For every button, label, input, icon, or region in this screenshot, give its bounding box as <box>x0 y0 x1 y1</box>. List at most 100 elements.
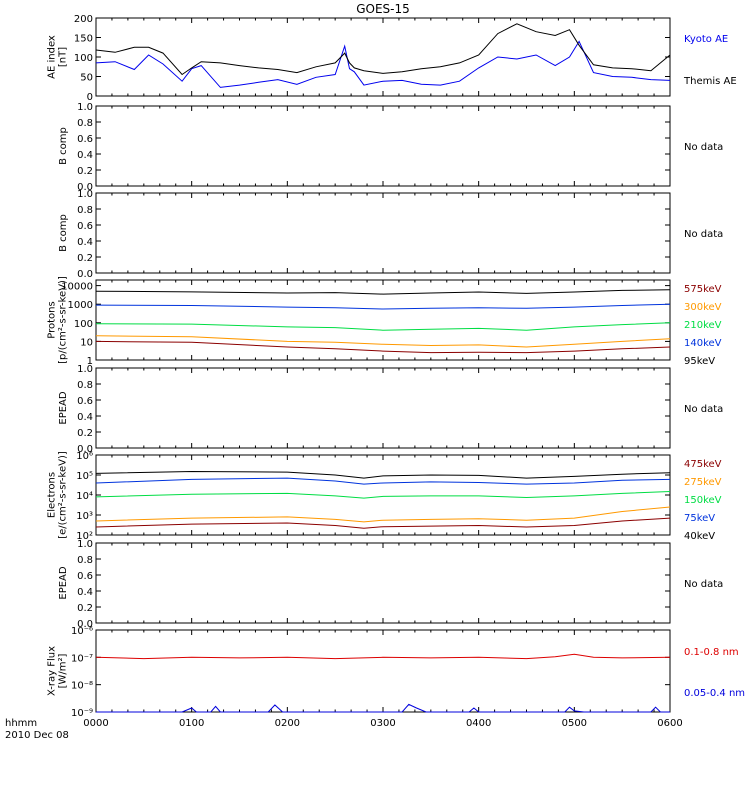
y-tick-label: 0.4 <box>77 587 93 598</box>
series-line-95kev <box>95 289 671 295</box>
y-tick-label: 10⁻⁶ <box>71 626 93 637</box>
no-data-label: No data <box>684 142 723 153</box>
panel-frame-b2 <box>95 192 671 274</box>
y-tick-label: 1.0 <box>77 102 93 113</box>
y-tick-label: 10⁶ <box>76 451 93 462</box>
y-tick-label: 0.4 <box>77 237 93 248</box>
y-tick-label: 0.8 <box>77 118 93 129</box>
series-line-210kev <box>95 322 671 331</box>
y-tick-label: 50 <box>80 73 93 84</box>
series-line-475kev <box>95 517 671 529</box>
y-tick-label: 0.6 <box>77 134 93 145</box>
y-tick-label: 0 <box>87 92 93 103</box>
panel-frame-ae <box>95 17 671 97</box>
y-tick-label: 10 <box>80 337 93 348</box>
y-axis-label: [W/m²] <box>58 653 69 688</box>
no-data-label: No data <box>684 579 723 590</box>
y-tick-label: 1.0 <box>77 539 93 550</box>
x-tick-label: 0500 <box>562 718 587 729</box>
legend-label: 0.1-0.8 nm <box>684 647 739 658</box>
y-tick-label: 0.8 <box>77 205 93 216</box>
panel-frame-epead2 <box>95 542 671 624</box>
y-tick-label: 0.6 <box>77 221 93 232</box>
y-tick-label: 1000 <box>68 300 93 311</box>
panel-frame-epead1 <box>95 367 671 449</box>
y-axis-label: Electrons <box>47 472 58 518</box>
y-tick-label: 0.8 <box>77 380 93 391</box>
y-axis-label: AE index <box>47 35 58 79</box>
legend-label: 475keV <box>684 459 722 470</box>
x-tick-label: 0600 <box>657 718 682 729</box>
y-tick-label: 10⁵ <box>76 471 93 482</box>
legend-label: 575keV <box>684 284 722 295</box>
y-tick-label: 0.4 <box>77 412 93 423</box>
y-tick-label: 10⁴ <box>76 491 93 502</box>
panel-frame-xray <box>95 629 671 713</box>
y-tick-label: 10⁻⁹ <box>71 708 93 719</box>
legend-label: 95keV <box>684 356 715 367</box>
no-data-label: No data <box>684 404 723 415</box>
y-tick-label: 0.2 <box>77 166 93 177</box>
legend-label: 210keV <box>684 320 722 331</box>
y-tick-label: 0.6 <box>77 396 93 407</box>
legend-label: Kyoto AE <box>684 34 728 45</box>
panel-frame-b1 <box>95 105 671 187</box>
y-tick-label: 0.2 <box>77 428 93 439</box>
series-line-275kev <box>95 506 671 523</box>
x-tick-label: 0100 <box>179 718 204 729</box>
chart-title: GOES-15 <box>356 2 410 16</box>
y-axis-label: B comp <box>58 127 69 165</box>
y-axis-label: EPEAD <box>58 391 69 425</box>
y-tick-label: 100 <box>74 319 93 330</box>
y-tick-label: 0.0 <box>77 182 93 193</box>
y-tick-label: 0.0 <box>77 619 93 630</box>
legend-label: 275keV <box>684 477 722 488</box>
legend-label: 0.05-0.4 nm <box>684 688 745 699</box>
x-tick-label: 0300 <box>370 718 395 729</box>
y-tick-label: 0.0 <box>77 269 93 280</box>
date-label: 2010 Dec 08 <box>5 730 69 741</box>
y-axis-label: [nT] <box>58 47 69 67</box>
legend-label: 40keV <box>684 531 715 542</box>
legend-label: Themis AE <box>683 76 737 87</box>
legend-label: 300keV <box>684 302 722 313</box>
legend-label: 75keV <box>684 513 715 524</box>
x-tick-label: 0000 <box>83 718 108 729</box>
legend-label: 140keV <box>684 338 722 349</box>
y-axis-label: X-ray Flux <box>47 646 58 696</box>
y-tick-label: 10² <box>76 531 93 542</box>
series-line-150kev <box>95 491 671 499</box>
y-tick-label: 10000 <box>61 282 93 293</box>
y-axis-label: [e/(cm²-s-sr-keV)] <box>58 451 69 539</box>
y-tick-label: 10⁻⁷ <box>71 653 93 664</box>
series-line-40kev <box>95 470 671 479</box>
series-line-575kev <box>95 340 671 354</box>
y-axis-label: B comp <box>58 214 69 252</box>
y-tick-label: 10³ <box>76 511 93 522</box>
y-tick-label: 0.8 <box>77 555 93 566</box>
legend-label: 150keV <box>684 495 722 506</box>
y-axis-label: Protons <box>47 301 58 338</box>
y-tick-label: 200 <box>74 14 93 25</box>
y-tick-label: 0.2 <box>77 603 93 614</box>
y-axis-label: EPEAD <box>58 566 69 600</box>
y-tick-label: 150 <box>74 34 93 45</box>
y-tick-label: 0.2 <box>77 253 93 264</box>
series-line-75kev <box>95 477 671 485</box>
y-tick-label: 0.0 <box>77 444 93 455</box>
no-data-label: No data <box>684 229 723 240</box>
series-line-0-05-0-4-nm <box>96 703 670 713</box>
y-tick-label: 1.0 <box>77 189 93 200</box>
y-tick-label: 100 <box>74 53 93 64</box>
y-tick-label: 0.6 <box>77 571 93 582</box>
y-tick-label: 10⁻⁸ <box>71 681 93 692</box>
y-axis-label: [p/(cm²-s-sr-keV)] <box>58 276 69 364</box>
series-line-themis-ae <box>95 23 671 76</box>
series-line-kyoto-ae <box>95 40 671 88</box>
x-tick-label: 0400 <box>466 718 491 729</box>
series-line-140kev <box>95 303 671 310</box>
series-line-0-1-0-8-nm <box>95 653 671 660</box>
time-axis-label: hhmm <box>5 718 37 729</box>
y-tick-label: 1.0 <box>77 364 93 375</box>
